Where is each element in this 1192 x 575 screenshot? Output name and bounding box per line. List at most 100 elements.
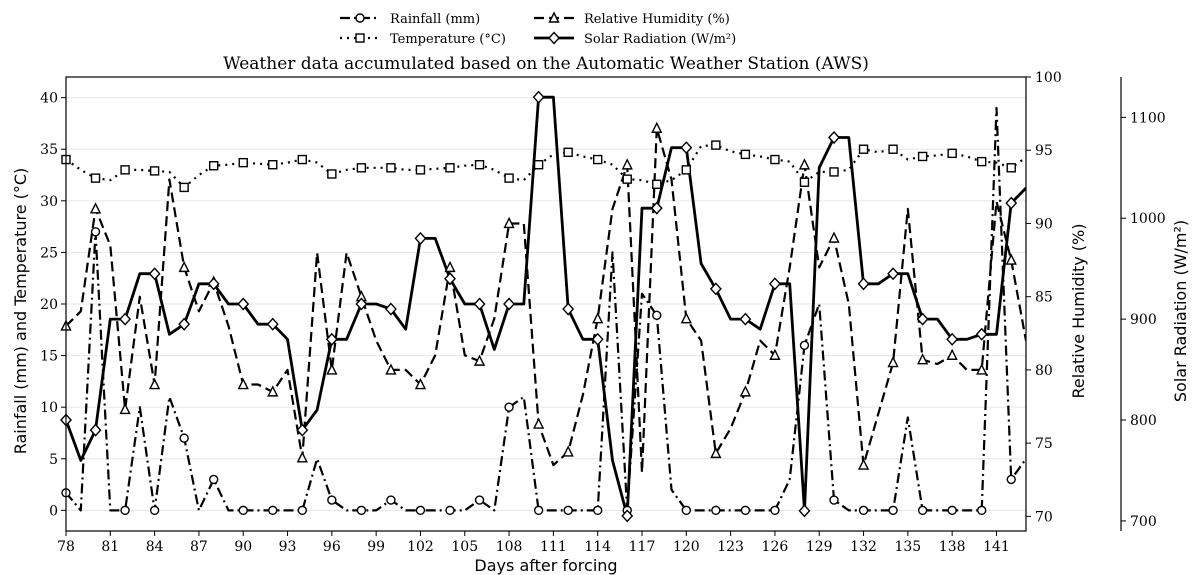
- legend-label: Temperature (°C): [390, 32, 506, 47]
- data-point-square: [711, 140, 721, 150]
- data-point-diamond: [591, 332, 604, 346]
- data-point-triangle: [267, 385, 279, 397]
- data-point-circle: [327, 495, 337, 505]
- x-tick-label: 132: [850, 539, 877, 555]
- data-point-square: [1006, 163, 1016, 173]
- data-point-circle: [976, 505, 987, 516]
- data-point-triangle: [710, 446, 722, 459]
- x-tick-label: 90: [234, 539, 252, 555]
- data-point-triangle: [89, 202, 102, 214]
- data-point-circle: [740, 505, 751, 516]
- data-point-square: [415, 165, 426, 175]
- x-tick-label: 81: [101, 539, 119, 555]
- y-axis-rh-title: Relative Humidity (%): [1069, 224, 1088, 399]
- series-markers: [60, 90, 1018, 523]
- data-point-circle: [652, 310, 662, 321]
- data-point-circle: [238, 505, 248, 516]
- y-sr-tick-label: 700: [1130, 514, 1157, 530]
- data-point-diamond: [532, 90, 545, 104]
- y-left-tick-label: 40: [40, 91, 58, 107]
- data-point-diamond: [325, 332, 338, 346]
- data-point-circle: [149, 505, 160, 516]
- data-point-diamond: [266, 317, 279, 331]
- data-point-circle: [829, 495, 839, 505]
- data-point-circle: [356, 505, 367, 516]
- x-tick-label: 123: [717, 539, 744, 555]
- y-sr-tick-label: 800: [1130, 413, 1157, 429]
- data-point-triangle: [178, 260, 190, 273]
- y-left-tick-label: 10: [40, 400, 58, 416]
- data-point-circle: [681, 505, 692, 516]
- data-point-square: [770, 154, 780, 165]
- data-point-diamond: [621, 509, 634, 523]
- data-point-triangle: [532, 417, 545, 429]
- series-line-triangle: [66, 127, 1026, 474]
- data-point-square: [327, 169, 337, 179]
- data-point-triangle: [798, 158, 811, 170]
- data-point-triangle: [119, 402, 131, 415]
- y-left-tick-label: 0: [49, 503, 58, 519]
- x-tick-label: 93: [279, 539, 297, 555]
- y-left-tick-label: 5: [49, 452, 58, 468]
- data-point-triangle: [946, 348, 958, 360]
- data-point-diamond: [148, 267, 161, 281]
- x-tick-label: 135: [894, 539, 921, 555]
- data-point-circle: [770, 505, 780, 516]
- data-point-triangle: [473, 354, 486, 366]
- data-point-square: [563, 147, 573, 158]
- data-point-square: [356, 163, 367, 173]
- x-tick-label: 117: [629, 539, 656, 555]
- data-point-triangle: [385, 363, 397, 375]
- x-tick-label: 87: [190, 539, 208, 555]
- x-tick-label: 111: [540, 539, 567, 555]
- data-point-circle: [563, 505, 573, 516]
- legend-marker-diamond: [548, 31, 560, 45]
- data-point-square: [445, 163, 455, 173]
- legend-marker-triangle: [548, 11, 560, 23]
- data-point-square: [858, 144, 869, 154]
- y-rh-tick-label: 70: [1035, 509, 1053, 525]
- data-point-triangle: [444, 260, 456, 273]
- data-point-diamond: [296, 423, 309, 437]
- data-point-triangle: [414, 377, 427, 390]
- y-sr-tick-label: 1100: [1130, 110, 1166, 126]
- data-point-diamond: [1005, 196, 1018, 210]
- data-point-triangle: [326, 363, 338, 375]
- data-point-circle: [533, 505, 544, 516]
- data-point-diamond: [444, 272, 456, 286]
- x-tick-label: 102: [407, 539, 434, 555]
- data-point-diamond: [414, 231, 427, 245]
- data-point-diamond: [768, 277, 781, 291]
- data-point-square: [976, 156, 987, 167]
- data-point-diamond: [709, 282, 722, 296]
- tick-labels: 78 81 84 87 90 93 96 99 102 105 108 111 114 117 120 123…: [40, 70, 1165, 555]
- data-point-square: [947, 148, 957, 159]
- y-rh-tick-label: 85: [1035, 290, 1053, 306]
- data-point-triangle: [739, 385, 752, 397]
- data-point-square: [90, 173, 101, 183]
- data-point-square: [268, 160, 278, 170]
- data-point-circle: [888, 505, 898, 516]
- data-point-diamond: [119, 312, 132, 326]
- y-left-tick-label: 35: [40, 142, 58, 158]
- y-sr-tick-label: 1000: [1130, 211, 1166, 227]
- data-point-circle: [90, 227, 101, 237]
- y-rh-tick-label: 100: [1035, 70, 1062, 86]
- x-tick-label: 141: [983, 539, 1010, 555]
- y-sr-tick-label: 900: [1130, 312, 1157, 328]
- axes: [61, 76, 1126, 536]
- x-tick-label: 78: [57, 539, 75, 555]
- data-point-square: [829, 167, 839, 177]
- data-point-triangle: [1005, 253, 1017, 265]
- series-line-square: [66, 144, 1026, 189]
- data-point-triangle: [976, 363, 988, 375]
- data-point-circle: [297, 505, 308, 516]
- data-point-square: [533, 160, 544, 170]
- data-point-square: [622, 174, 632, 184]
- data-point-diamond: [178, 317, 191, 331]
- data-point-triangle: [592, 312, 604, 324]
- data-point-square: [179, 182, 189, 193]
- data-point-square: [799, 177, 810, 187]
- x-tick-label: 138: [939, 539, 966, 555]
- data-point-diamond: [887, 267, 900, 281]
